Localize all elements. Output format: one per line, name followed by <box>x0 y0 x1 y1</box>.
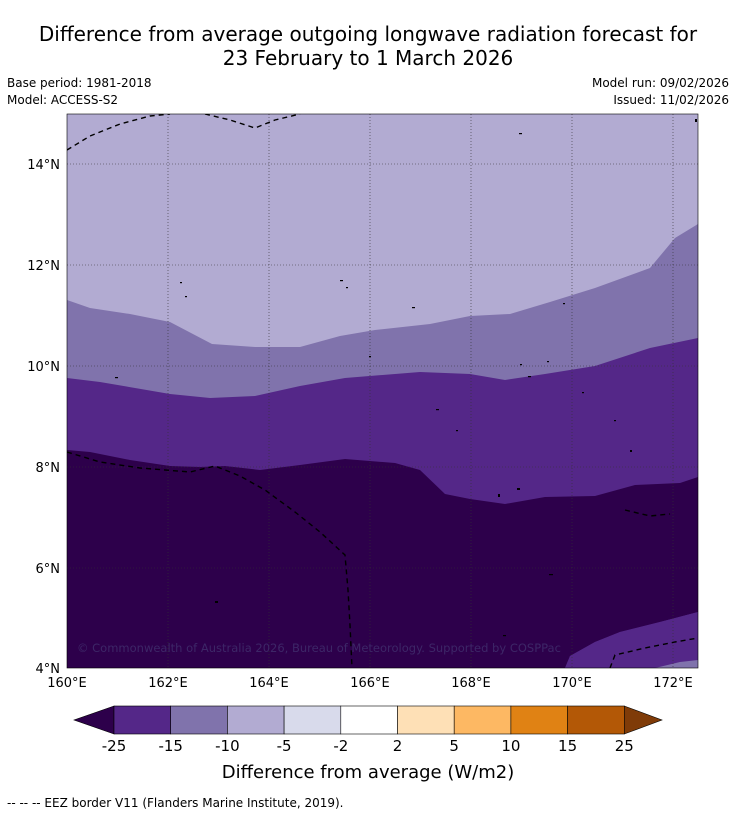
lat-label: 8°N <box>36 461 61 476</box>
colorbar-box <box>453 705 512 735</box>
colorbar-extend-high <box>624 705 663 735</box>
issued-date: Issued: 11/02/2026 <box>613 93 729 107</box>
gridlines <box>67 114 698 668</box>
colorbar-box <box>340 705 398 735</box>
colorbar-box <box>227 705 285 735</box>
colorbar-tick-label: -2 <box>333 737 348 755</box>
lat-label: 12°N <box>27 259 60 274</box>
colorbar-box <box>113 705 172 735</box>
meta-right: Model run: 09/02/2026 Issued: 11/02/2026 <box>592 75 729 109</box>
title-line-2: 23 February to 1 March 2026 <box>222 46 514 70</box>
title-line-1: Difference from average outgoing longwav… <box>38 22 698 46</box>
lat-label: 6°N <box>36 562 61 577</box>
lat-label: 14°N <box>27 158 60 173</box>
lat-label: 4°N <box>36 662 61 677</box>
colorbar-box <box>283 705 342 735</box>
colorbar-tick-label: -10 <box>215 737 240 755</box>
model-name: Model: ACCESS-S2 <box>7 93 119 107</box>
lon-label: 160°E <box>47 676 87 691</box>
copyright-watermark: © Commonwealth of Australia 2026, Bureau… <box>77 641 561 655</box>
lon-label: 166°E <box>350 676 390 691</box>
base-period: Base period: 1981-2018 <box>7 76 152 90</box>
lon-label: 162°E <box>148 676 188 691</box>
latitude-labels: 14°N 12°N 10°N 8°N 6°N 4°N <box>27 158 60 677</box>
lon-label: 172°E <box>653 676 693 691</box>
eez-footnote: -- -- -- EEZ border V11 (Flanders Marine… <box>7 796 344 810</box>
model-run: Model run: 09/02/2026 <box>591 76 729 90</box>
colorbar: -25 -15 -10 -5 -2 2 5 10 15 25 <box>73 705 663 755</box>
lon-label: 168°E <box>451 676 491 691</box>
lon-label: 164°E <box>249 676 289 691</box>
colorbar-tick-label: -25 <box>102 737 127 755</box>
colorbar-tick-label: 15 <box>558 737 577 755</box>
meta-left: Base period: 1981-2018 Model: ACCESS-S2 <box>7 75 152 109</box>
map-title: Difference from average outgoing longwav… <box>0 22 736 70</box>
map-frame <box>66 113 699 669</box>
colorbar-title: Difference from average (W/m2) <box>222 762 514 783</box>
lat-label: 10°N <box>27 360 60 375</box>
colorbar-tick-label: -15 <box>158 737 183 755</box>
colorbar-extend-low <box>73 705 115 735</box>
colorbar-box <box>397 705 455 735</box>
band-below-minus25 <box>67 450 698 668</box>
eez-borders <box>67 114 698 668</box>
colorbar-tick-label: 2 <box>393 737 403 755</box>
colorbar-box <box>510 705 568 735</box>
colorbar-tick-label: -5 <box>277 737 292 755</box>
colorbar-box <box>170 705 228 735</box>
map-area: © Commonwealth of Australia 2026, Bureau… <box>67 114 698 668</box>
colorbar-tick-label: 25 <box>615 737 634 755</box>
colorbar-tick-label: 5 <box>449 737 459 755</box>
lon-label: 170°E <box>552 676 592 691</box>
longitude-labels: 160°E 162°E 164°E 166°E 168°E 170°E 172°… <box>47 676 693 691</box>
islands <box>115 119 697 637</box>
band-lower-minus15-minus10 <box>655 660 698 668</box>
colorbar-tick-label: 10 <box>501 737 520 755</box>
colorbar-box <box>567 705 625 735</box>
band-lower-minus25-minus15 <box>565 612 698 668</box>
